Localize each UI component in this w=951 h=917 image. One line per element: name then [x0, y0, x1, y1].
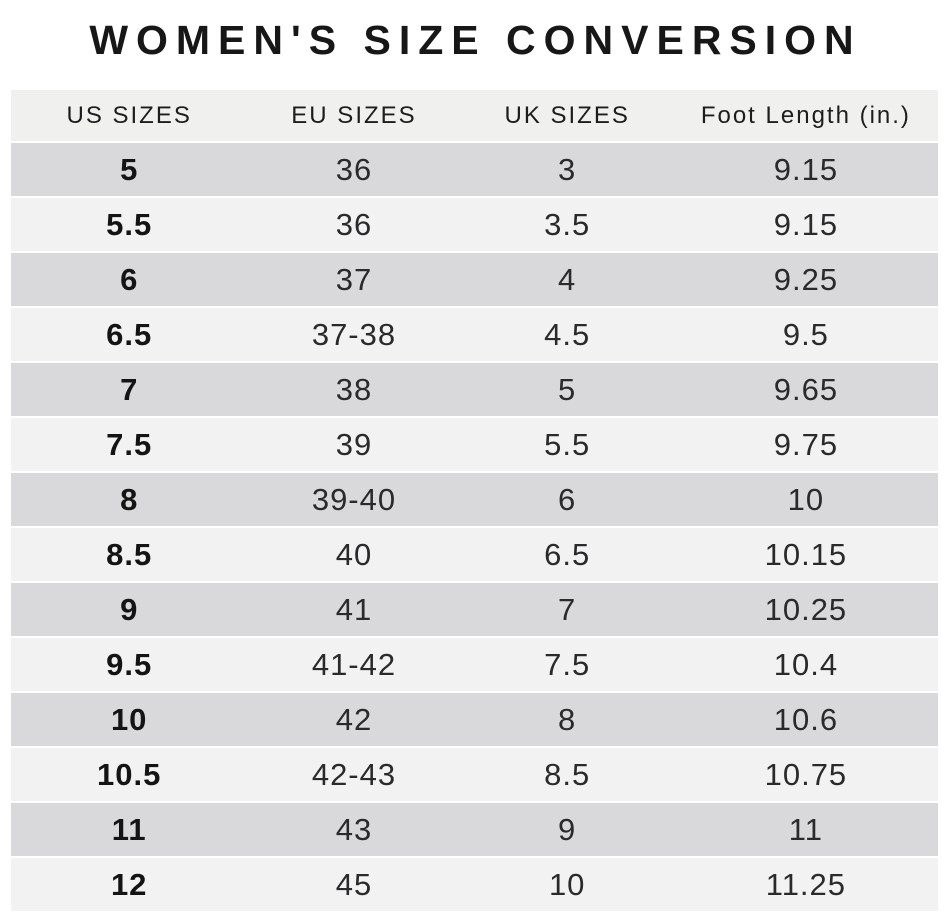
conversion-table: US SIZES EU SIZES UK SIZES Foot Length (… — [11, 88, 938, 913]
cell-eu-size: 37 — [247, 253, 461, 306]
cell-foot-length: 10.25 — [673, 583, 938, 636]
cell-uk-size: 3.5 — [460, 198, 674, 251]
cell-eu-size: 42 — [247, 693, 461, 746]
column-header-uk-sizes: UK SIZES — [460, 90, 674, 141]
table-row: 6.5 37-38 4.5 9.5 — [11, 308, 938, 361]
cell-eu-size: 39-40 — [247, 473, 461, 526]
table-row: 8.5 40 6.5 10.15 — [11, 528, 938, 581]
size-conversion-table: US SIZES EU SIZES UK SIZES Foot Length (… — [11, 88, 938, 913]
cell-foot-length: 9.15 — [673, 143, 938, 196]
cell-us-size: 10 — [11, 693, 248, 746]
cell-foot-length: 9.75 — [673, 418, 938, 471]
page-title: WOMEN'S SIZE CONVERSION — [89, 17, 862, 63]
cell-us-size: 8 — [11, 473, 248, 526]
cell-eu-size: 43 — [247, 803, 461, 856]
cell-us-size: 7 — [11, 363, 248, 416]
cell-eu-size: 40 — [247, 528, 461, 581]
cell-eu-size: 39 — [247, 418, 461, 471]
cell-foot-length: 10.6 — [673, 693, 938, 746]
cell-uk-size: 10 — [460, 858, 674, 911]
cell-eu-size: 36 — [247, 143, 461, 196]
cell-eu-size: 45 — [247, 858, 461, 911]
cell-us-size: 5 — [11, 143, 248, 196]
column-header-eu-sizes: EU SIZES — [247, 90, 461, 141]
cell-uk-size: 5.5 — [460, 418, 674, 471]
cell-us-size: 9 — [11, 583, 248, 636]
table-row: 10 42 8 10.6 — [11, 693, 938, 746]
cell-uk-size: 5 — [460, 363, 674, 416]
cell-us-size: 6.5 — [11, 308, 248, 361]
table-row: 12 45 10 11.25 — [11, 858, 938, 911]
table-row: 7.5 39 5.5 9.75 — [11, 418, 938, 471]
column-header-foot-length: Foot Length (in.) — [673, 90, 938, 141]
cell-uk-size: 3 — [460, 143, 674, 196]
cell-eu-size: 38 — [247, 363, 461, 416]
table-row: 8 39-40 6 10 — [11, 473, 938, 526]
cell-foot-length: 10 — [673, 473, 938, 526]
cell-us-size: 7.5 — [11, 418, 248, 471]
cell-uk-size: 8.5 — [460, 748, 674, 801]
cell-foot-length: 9.65 — [673, 363, 938, 416]
cell-eu-size: 41-42 — [247, 638, 461, 691]
cell-us-size: 9.5 — [11, 638, 248, 691]
cell-us-size: 10.5 — [11, 748, 248, 801]
cell-foot-length: 10.4 — [673, 638, 938, 691]
cell-foot-length: 10.15 — [673, 528, 938, 581]
column-header-us-sizes: US SIZES — [11, 90, 248, 141]
cell-foot-length: 10.75 — [673, 748, 938, 801]
cell-uk-size: 4.5 — [460, 308, 674, 361]
cell-foot-length: 9.25 — [673, 253, 938, 306]
cell-us-size: 8.5 — [11, 528, 248, 581]
cell-eu-size: 36 — [247, 198, 461, 251]
cell-uk-size: 7 — [460, 583, 674, 636]
cell-eu-size: 37-38 — [247, 308, 461, 361]
cell-foot-length: 9.5 — [673, 308, 938, 361]
table-row: 9 41 7 10.25 — [11, 583, 938, 636]
cell-uk-size: 6 — [460, 473, 674, 526]
table-row: 6 37 4 9.25 — [11, 253, 938, 306]
cell-us-size: 11 — [11, 803, 248, 856]
table-row: 5.5 36 3.5 9.15 — [11, 198, 938, 251]
cell-uk-size: 9 — [460, 803, 674, 856]
table-row: 9.5 41-42 7.5 10.4 — [11, 638, 938, 691]
cell-eu-size: 42-43 — [247, 748, 461, 801]
header-row: US SIZES EU SIZES UK SIZES Foot Length (… — [11, 90, 938, 141]
cell-uk-size: 6.5 — [460, 528, 674, 581]
cell-foot-length: 9.15 — [673, 198, 938, 251]
cell-us-size: 12 — [11, 858, 248, 911]
table-row: 5 36 3 9.15 — [11, 143, 938, 196]
cell-foot-length: 11 — [673, 803, 938, 856]
cell-uk-size: 8 — [460, 693, 674, 746]
cell-us-size: 5.5 — [11, 198, 248, 251]
table-row: 10.5 42-43 8.5 10.75 — [11, 748, 938, 801]
cell-eu-size: 41 — [247, 583, 461, 636]
cell-uk-size: 4 — [460, 253, 674, 306]
cell-foot-length: 11.25 — [673, 858, 938, 911]
cell-uk-size: 7.5 — [460, 638, 674, 691]
table-row: 7 38 5 9.65 — [11, 363, 938, 416]
table-row: 11 43 9 11 — [11, 803, 938, 856]
cell-us-size: 6 — [11, 253, 248, 306]
